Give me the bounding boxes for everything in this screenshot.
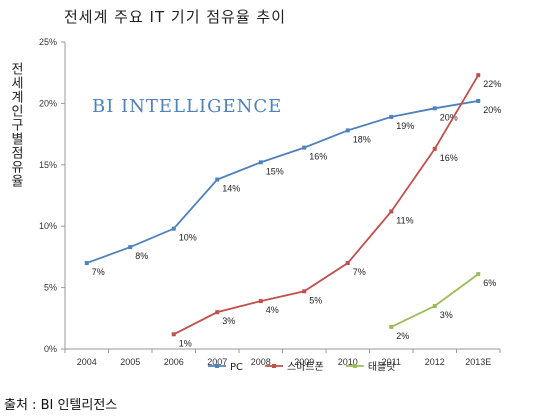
x-tick-label: 2005 bbox=[120, 357, 140, 367]
data-label-smartphone: 4% bbox=[266, 305, 279, 315]
data-label-pc: 16% bbox=[309, 152, 327, 162]
chart-title: 전세계 주요 IT 기기 점유율 추이 bbox=[64, 8, 287, 26]
x-tick-label: 2012 bbox=[425, 357, 445, 367]
y-tick-label: 25% bbox=[39, 37, 57, 47]
data-point-pc bbox=[476, 98, 481, 103]
legend-marker-smartphone bbox=[272, 364, 277, 368]
legend-label-pc: PC bbox=[230, 362, 243, 373]
data-label-pc: 18% bbox=[353, 134, 371, 144]
legend-marker-pc bbox=[215, 364, 219, 368]
data-label-smartphone: 3% bbox=[222, 316, 235, 326]
data-label-pc: 20% bbox=[483, 105, 501, 115]
data-point-smartphone bbox=[258, 299, 263, 304]
data-point-smartphone bbox=[389, 209, 394, 214]
data-point-pc bbox=[302, 145, 307, 150]
data-label-pc: 15% bbox=[266, 166, 284, 176]
series-line-pc bbox=[86, 100, 479, 264]
x-tick-label: 2011 bbox=[382, 357, 401, 367]
data-label-pc: 20% bbox=[440, 112, 458, 122]
x-tick-label: 2009 bbox=[294, 357, 314, 367]
data-label-tablet: 6% bbox=[483, 278, 496, 288]
data-label-tablet: 3% bbox=[440, 310, 453, 320]
data-label-smartphone: 5% bbox=[309, 295, 322, 305]
data-label-smartphone: 7% bbox=[353, 267, 366, 277]
x-tick-label: 2004 bbox=[77, 357, 97, 367]
source-note: 출처 : BI 인텔리전스 bbox=[4, 398, 118, 413]
y-tick-label: 15% bbox=[39, 160, 57, 170]
data-label-smartphone: 16% bbox=[440, 153, 458, 163]
data-label-pc: 8% bbox=[135, 251, 148, 261]
y-tick-label: 0% bbox=[44, 344, 57, 354]
x-tick-label: 2007 bbox=[207, 357, 227, 367]
data-point-tablet bbox=[389, 324, 394, 329]
data-point-tablet bbox=[432, 304, 437, 309]
data-label-pc: 19% bbox=[396, 121, 414, 131]
series-line-smartphone bbox=[173, 74, 480, 336]
x-tick-label: 2008 bbox=[251, 357, 271, 367]
y-tick-label: 20% bbox=[39, 98, 57, 108]
data-point-smartphone bbox=[345, 261, 350, 266]
y-tick-label: 10% bbox=[39, 221, 57, 231]
y-tick-label: 5% bbox=[44, 283, 57, 293]
x-tick-label: 2006 bbox=[164, 357, 184, 367]
legend-label-tablet: 태블릿 bbox=[368, 361, 396, 373]
data-label-smartphone: 1% bbox=[179, 338, 192, 348]
data-point-pc bbox=[389, 114, 394, 119]
x-tick-label: 2010 bbox=[338, 357, 358, 367]
data-point-pc bbox=[84, 261, 89, 266]
data-point-smartphone bbox=[171, 332, 176, 337]
legend-label-smartphone: 스마트폰 bbox=[287, 361, 324, 373]
series-line-tablet bbox=[390, 273, 479, 328]
data-label-pc: 7% bbox=[92, 267, 105, 277]
data-point-smartphone bbox=[215, 310, 220, 315]
data-point-pc bbox=[128, 245, 133, 250]
data-point-pc bbox=[171, 226, 176, 231]
data-point-pc bbox=[345, 128, 350, 133]
x-tick-label: 2013E bbox=[465, 357, 491, 367]
y-axis-label: 전세계인구별점유율 bbox=[8, 62, 23, 188]
data-point-pc bbox=[215, 177, 220, 182]
data-label-smartphone: 11% bbox=[396, 215, 413, 225]
data-point-pc bbox=[258, 160, 263, 165]
data-point-smartphone bbox=[432, 146, 437, 151]
data-point-smartphone bbox=[476, 73, 481, 78]
legend-marker-tablet bbox=[352, 364, 357, 368]
data-label-tablet: 2% bbox=[396, 331, 409, 341]
bi-intelligence-logo: BI INTELLIGENCE bbox=[92, 96, 283, 117]
data-label-smartphone: 22% bbox=[483, 79, 501, 89]
data-point-smartphone bbox=[302, 289, 307, 294]
data-label-pc: 14% bbox=[222, 184, 240, 194]
data-point-pc bbox=[432, 106, 437, 111]
data-label-pc: 10% bbox=[179, 233, 197, 243]
data-point-tablet bbox=[476, 272, 481, 277]
